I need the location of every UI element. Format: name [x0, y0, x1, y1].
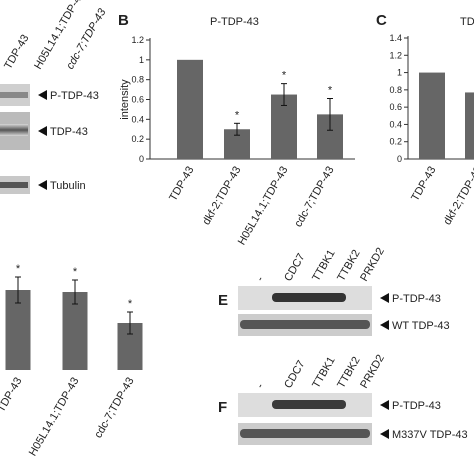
blot-a [0, 84, 30, 194]
y-tick-label: 0.8 [389, 85, 402, 95]
y-tick-label: 1.2 [389, 50, 402, 60]
y-tick-label: 0 [139, 154, 144, 164]
lane-label: TDP-43 [2, 33, 31, 72]
arrow [380, 400, 389, 410]
blot-e [238, 286, 372, 336]
x-tick-label: cdc-7;TDP-43 [92, 376, 136, 441]
arrow [380, 293, 389, 303]
bar [419, 72, 445, 159]
row-label: TDP-43 [50, 126, 88, 138]
y-tick-label: 0.8 [131, 75, 144, 85]
lane-label: - [254, 274, 266, 283]
bar [465, 92, 474, 159]
arrow [380, 320, 389, 330]
lane-label: TTBK1 [310, 355, 338, 391]
row-label: M337V TDP-43 [392, 429, 468, 441]
y-tick-label: 1 [397, 68, 402, 78]
x-tick-label: TDP-43 [0, 376, 25, 415]
bar [62, 292, 88, 370]
significance: * [73, 266, 78, 278]
row-label: Tubulin [50, 180, 86, 192]
arrow [38, 180, 47, 190]
lane-label: CDC7 [282, 252, 307, 284]
bar [177, 59, 203, 160]
x-tick-label: cdc-7;TDP-43 [292, 165, 336, 230]
row-label: P-TDP-43 [392, 293, 441, 305]
lane-label: PRKD2 [358, 353, 387, 391]
row-label: P-TDP-43 [392, 400, 441, 412]
arrow [38, 126, 47, 136]
panel-label: E [218, 292, 228, 309]
x-tick-label: H05L14.1;TDP-43 [236, 165, 291, 248]
panel-label: B [118, 12, 129, 29]
y-tick-label: 0.6 [389, 102, 402, 112]
blot-band [0, 92, 28, 98]
x-tick-label: dkf-2;TDP-43 [200, 165, 243, 228]
chart-title: P-TDP-43 [210, 16, 259, 28]
blot-band [0, 182, 28, 188]
y-axis-label: intensity [119, 79, 131, 120]
significance: * [328, 85, 333, 97]
lane-label: CDC7 [282, 359, 307, 391]
significance: * [282, 70, 287, 82]
blot-band [272, 400, 346, 409]
arrow [380, 429, 389, 439]
significance: * [16, 263, 21, 275]
y-tick-label: 0 [397, 154, 402, 164]
y-tick-label: 0.4 [389, 119, 402, 129]
y-tick-label: 1 [139, 55, 144, 65]
lane-label: PRKD2 [358, 246, 387, 284]
blot-f [238, 393, 372, 445]
lane-label: - [254, 381, 266, 390]
blot-band [240, 429, 370, 438]
panel-label: F [218, 399, 227, 416]
y-tick-label: 0.2 [131, 134, 144, 144]
blot-band [272, 293, 346, 302]
lane-label: TTBK1 [310, 248, 338, 284]
x-tick-label: H05L14.1;TDP-43 [27, 376, 82, 459]
x-tick-label: dkf-2;TDP-43 [441, 165, 474, 228]
y-tick-label: 0.6 [131, 95, 144, 105]
blot-band [0, 124, 28, 136]
y-tick-label: 0.2 [389, 137, 402, 147]
y-tick-label: 1.4 [389, 33, 402, 43]
arrow [38, 90, 47, 100]
y-tick-label: 1.2 [131, 35, 144, 45]
panel-label: C [376, 12, 387, 29]
row-label: WT TDP-43 [392, 320, 450, 332]
x-tick-label: TDP-43 [167, 165, 196, 204]
blot-band [240, 320, 370, 329]
significance: * [128, 298, 133, 310]
chart-title: TDP-43 [460, 16, 474, 28]
x-tick-label: TDP-43 [409, 165, 438, 204]
y-tick-label: 0.4 [131, 114, 144, 124]
row-label: P-TDP-43 [50, 90, 99, 102]
significance: * [235, 109, 240, 121]
